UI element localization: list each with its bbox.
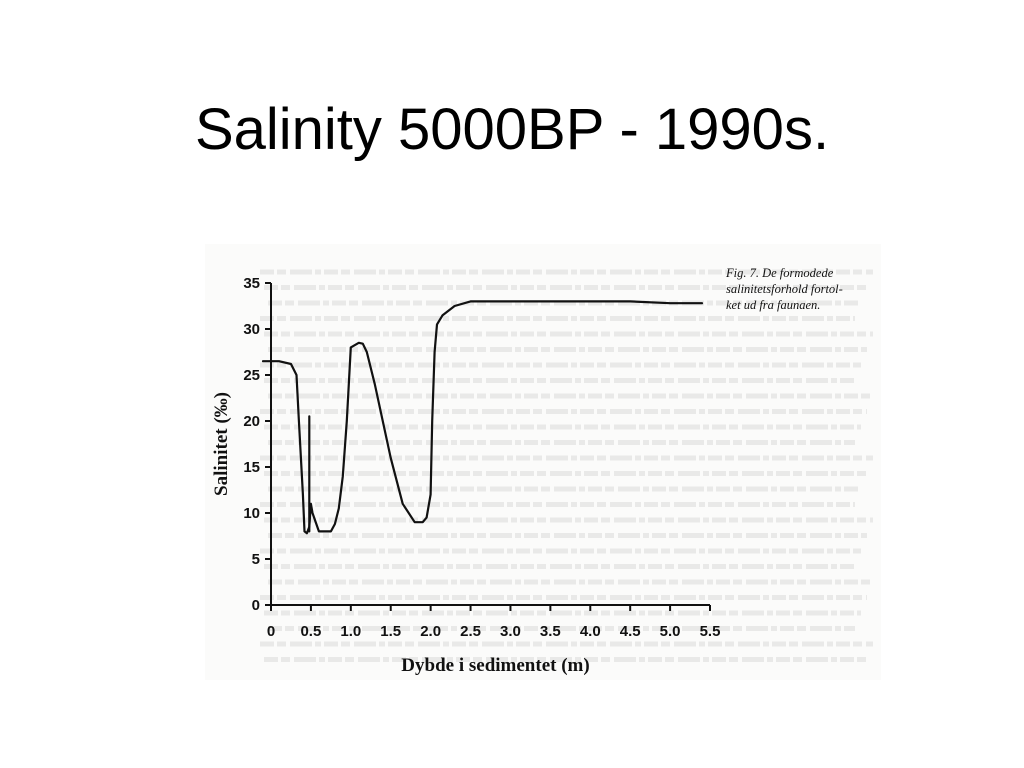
- y-tick-label: 20: [243, 413, 260, 430]
- scanned-figure: 0 5 10 15 20 25 30 35 0 0.5 1.0 1.5 2.0 2.5 3.0 3.5 4.0 4…: [205, 244, 881, 680]
- x-tick-label: 1.0: [340, 623, 361, 640]
- x-tick-label: 0.5: [300, 623, 321, 640]
- x-tick-label: 4.0: [580, 623, 601, 640]
- y-tick-label: 15: [243, 459, 260, 476]
- salinity-line: [261, 300, 704, 535]
- x-tick-label: 5.5: [700, 623, 721, 640]
- x-tick-label: 4.5: [620, 623, 641, 640]
- caption-line: ket ud fra faunaen.: [726, 298, 821, 312]
- y-tick-label: 30: [243, 321, 260, 338]
- bleed-through-text: [260, 269, 873, 662]
- x-axis-title: Dybde i sedimentet (m): [401, 655, 589, 676]
- y-tick-label: 10: [243, 505, 260, 522]
- y-tick-label: 25: [243, 367, 260, 384]
- caption-line: salinitetsforhold fortol-: [726, 282, 843, 296]
- x-tick-label: 0: [267, 623, 275, 640]
- y-axis-title: Salinitet (‰): [211, 392, 232, 496]
- x-tick-label: 2.5: [460, 623, 481, 640]
- x-tick-label: 3.0: [500, 623, 521, 640]
- x-tick-label: 3.5: [540, 623, 561, 640]
- y-tick-label: 35: [243, 275, 260, 292]
- figure-caption: Fig. 7. De formodede salinitetsforhold f…: [726, 265, 876, 313]
- caption-line: Fig. 7. De formodede: [726, 266, 834, 280]
- salinity-chart: 0 5 10 15 20 25 30 35 0 0.5 1.0 1.5 2.0 2.5 3.0 3.5 4.0 4…: [211, 275, 721, 676]
- y-tick-label: 5: [252, 551, 260, 568]
- x-tick-label: 5.0: [660, 623, 681, 640]
- y-tick-label: 0: [252, 597, 260, 614]
- slide-title: Salinity 5000BP - 1990s.: [194, 97, 830, 162]
- x-tick-label: 2.0: [420, 623, 441, 640]
- x-tick-label: 1.5: [380, 623, 401, 640]
